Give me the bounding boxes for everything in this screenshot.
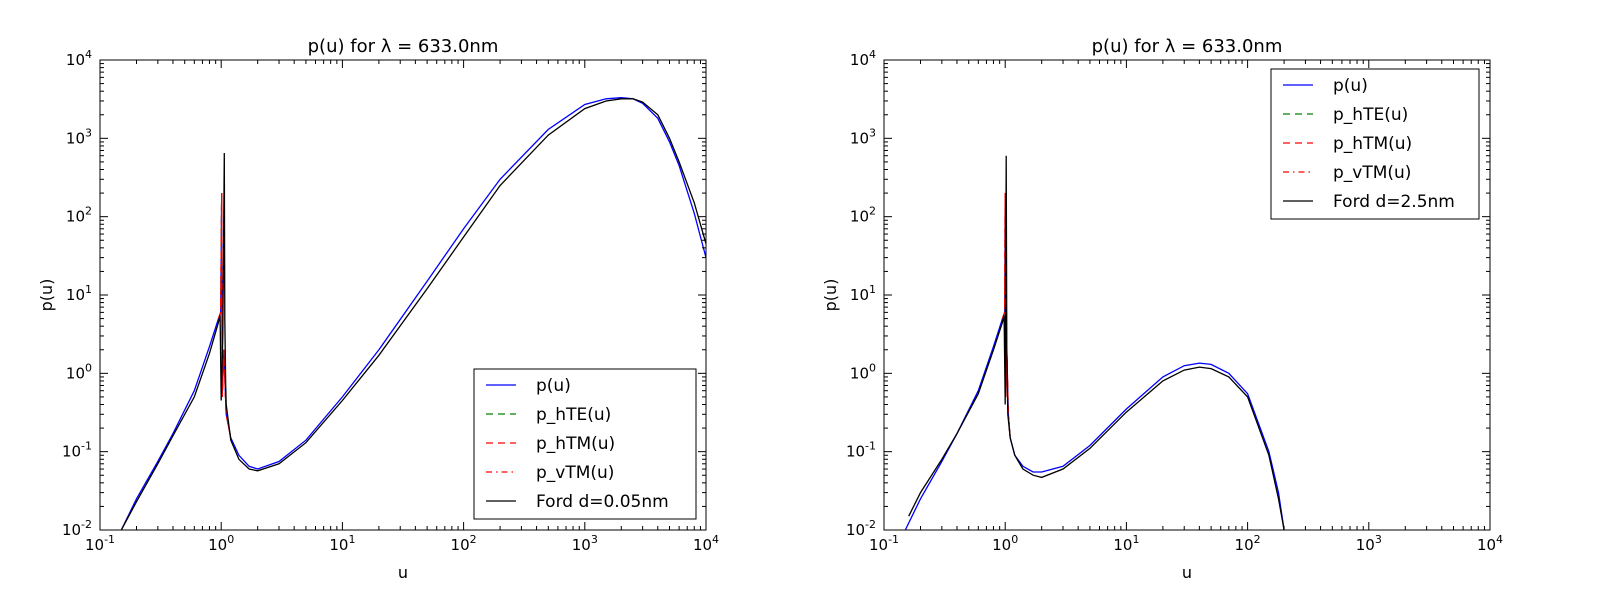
chart-left-legend-box [473, 368, 697, 520]
chart-right-legend-label-2: p_hTM(u) [1333, 134, 1412, 154]
chart-right-xtick-label: 104 [1477, 533, 1503, 554]
chart-right-ytick-label: 102 [850, 205, 876, 226]
chart-left-legend-label-0: p(u) [536, 376, 571, 396]
chart-left-series [120, 97, 706, 530]
chart-left-ytick-label: 101 [66, 283, 92, 304]
chart-right-xtick-label: 103 [1356, 533, 1382, 554]
chart-right-xlabel: u [1182, 563, 1192, 582]
chart-right-title: p(u) for λ = 633.0nm [1092, 36, 1283, 57]
chart-left-ytick-label: 103 [66, 126, 92, 147]
chart-right-legend-label-1: p_hTE(u) [1333, 105, 1408, 125]
chart-right-ytick-label: 104 [850, 48, 876, 69]
chart-left-series-line-3 [217, 193, 232, 439]
chart-left-xtick-label: 104 [693, 533, 719, 554]
chart-right-series-line-4 [908, 155, 1285, 530]
chart-right-xtick-label: 102 [1235, 533, 1261, 554]
chart-left-legend-label-2: p_hTM(u) [536, 434, 615, 454]
chart-left: p(u) for λ = 633.0nm u p(u) 10-1 100 101 10… [37, 36, 719, 582]
chart-right-legend-label-3: p_vTM(u) [1333, 163, 1411, 183]
chart-right-ytick-label: 100 [850, 361, 876, 382]
chart-right-ytick-label: 101 [850, 283, 876, 304]
chart-left-xlabel: u [398, 563, 408, 582]
chart-left-ytick-label: 104 [66, 48, 92, 69]
chart-left-ticks: 10-1 100 101 102 103 10410-210-11001011021031… [62, 48, 719, 554]
chart-left-legend-label-3: p_vTM(u) [536, 463, 614, 483]
chart-right-legend: p(u) p_hTE(u) p_hTM(u) p_vTM(u) Ford d=2.5nm [1270, 68, 1480, 220]
chart-left-xtick-label: 10-1 [85, 533, 115, 554]
chart-right-xtick-label: 101 [1113, 533, 1139, 554]
chart-right-ytick-label: 10-1 [846, 440, 876, 461]
chart-right: p(u) for λ = 633.0nm u p(u) 10-1 100 101 10… [821, 36, 1503, 582]
chart-right-ticks: 10-1 100 101 102 103 10410-210-11001011021031… [846, 48, 1503, 554]
chart-left-legend-label-1: p_hTE(u) [536, 405, 611, 425]
chart-right-legend-label-0: p(u) [1333, 76, 1368, 96]
chart-right-series [904, 155, 1285, 530]
chart-right-ytick-label: 10-2 [846, 518, 876, 539]
chart-left-ytick-label: 100 [66, 361, 92, 382]
chart-left-legend: p(u) p_hTE(u) p_hTM(u) p_vTM(u) Ford d=0.05n… [473, 368, 697, 520]
chart-right-legend-label-4: Ford d=2.5nm [1333, 192, 1455, 212]
chart-left-title: p(u) for λ = 633.0nm [308, 36, 499, 57]
chart-left-ytick-label: 10-1 [62, 440, 92, 461]
chart-right-xtick-label: 10-1 [869, 533, 899, 554]
chart-left-xtick-label: 100 [208, 533, 234, 554]
chart-left-ylabel: p(u) [37, 279, 56, 312]
chart-left-ytick-label: 10-2 [62, 518, 92, 539]
chart-right-legend-box [1270, 68, 1480, 220]
chart-left-series-line-4 [120, 98, 706, 530]
chart-right-xtick-label: 100 [992, 533, 1018, 554]
chart-right-series-line-0 [904, 193, 1285, 530]
chart-left-xtick-label: 101 [329, 533, 355, 554]
chart-right-ylabel: p(u) [821, 279, 840, 312]
chart-left-xtick-label: 103 [572, 533, 598, 554]
chart-left-legend-label-4: Ford d=0.05nm [536, 492, 669, 512]
chart-right-ytick-label: 103 [850, 126, 876, 147]
chart-left-xtick-label: 102 [451, 533, 477, 554]
chart-left-ytick-label: 102 [66, 205, 92, 226]
